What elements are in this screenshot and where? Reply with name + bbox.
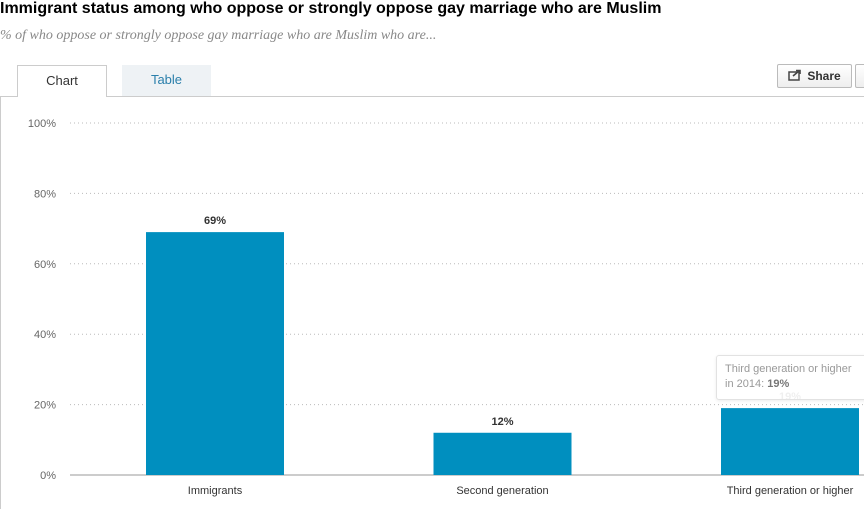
chart-tooltip: Third generation or higher in 2014: 19% [716,355,864,400]
data-label: 69% [204,215,226,227]
tab-divider [0,96,864,97]
data-label: 12% [491,416,513,428]
tooltip-value: 19% [767,378,790,390]
y-tick-label: 40% [34,329,56,341]
tooltip-series: Third generation or higher [725,363,852,375]
chart-panel-border [0,96,1,509]
bar [721,408,859,475]
bar [433,432,572,475]
share-button[interactable]: Share [777,64,852,88]
tab-chart[interactable]: Chart [17,65,107,97]
chart-subtitle: % of who oppose or strongly oppose gay m… [0,28,437,43]
more-button[interactable] [855,64,864,88]
share-label: Share [807,69,841,83]
chart-title: Immigrant status among who oppose or str… [0,0,662,17]
x-tick-label: Immigrants [188,485,243,497]
tooltip-prefix: in 2014: [725,378,768,390]
x-tick-label: Third generation or higher [727,485,854,497]
bar [146,232,284,475]
y-tick-label: 20% [34,400,56,412]
y-tick-label: 80% [34,188,56,200]
y-tick-label: 60% [34,259,56,271]
y-tick-label: 100% [28,118,56,130]
x-tick-label: Second generation [456,485,548,497]
y-tick-label: 0% [40,470,56,482]
share-icon [788,69,802,84]
tab-table[interactable]: Table [122,65,211,96]
tooltip-value-line: in 2014: 19% [725,377,864,392]
